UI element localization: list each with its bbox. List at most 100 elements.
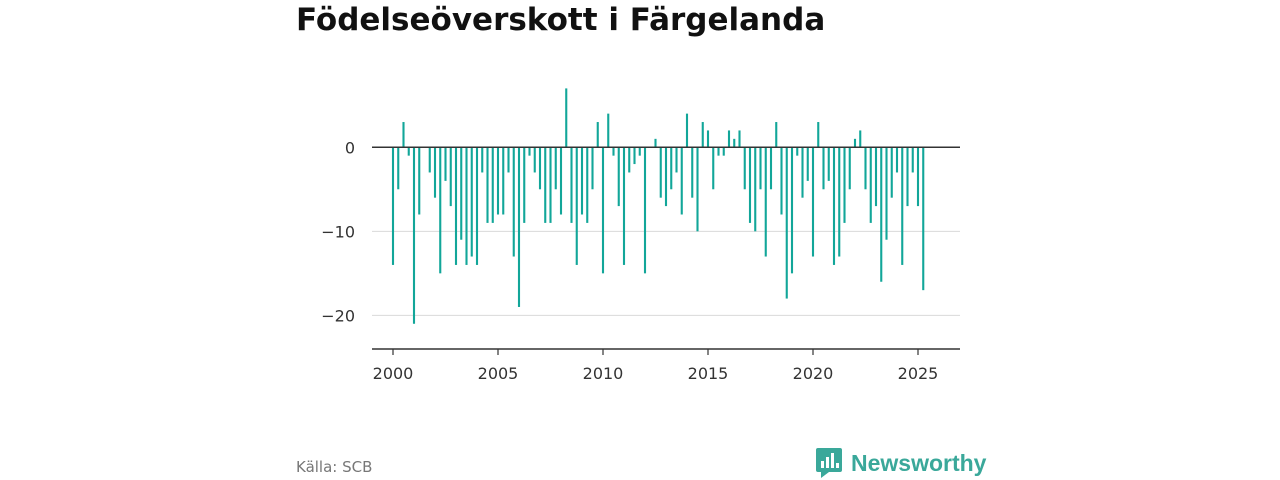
bar bbox=[885, 147, 888, 240]
bar bbox=[460, 147, 463, 240]
x-tick-label: 2010 bbox=[583, 364, 624, 383]
bar bbox=[659, 147, 662, 198]
bar bbox=[428, 147, 431, 173]
bar bbox=[554, 147, 557, 190]
bar bbox=[533, 147, 536, 173]
bar bbox=[496, 147, 500, 215]
bar bbox=[911, 147, 914, 173]
chart-speech-bubble-icon bbox=[816, 448, 842, 478]
y-tick-label: −10 bbox=[321, 222, 355, 241]
bar bbox=[864, 147, 867, 190]
bar bbox=[433, 147, 437, 198]
bar bbox=[565, 88, 568, 148]
bar bbox=[832, 147, 836, 265]
bar bbox=[696, 147, 699, 232]
bar bbox=[538, 147, 542, 190]
bar bbox=[775, 122, 778, 148]
bar bbox=[449, 147, 452, 207]
bar bbox=[454, 147, 458, 265]
x-tick-label: 2000 bbox=[373, 364, 414, 383]
bar bbox=[502, 147, 505, 215]
bar bbox=[544, 147, 547, 223]
bar bbox=[670, 147, 673, 190]
bar bbox=[628, 147, 631, 173]
bar bbox=[817, 122, 820, 148]
bar bbox=[701, 122, 704, 148]
bar bbox=[680, 147, 683, 215]
chart-title: Födelseöverskott i Färgelanda bbox=[296, 2, 826, 38]
bar bbox=[465, 147, 468, 265]
bar bbox=[507, 147, 510, 173]
bar bbox=[890, 147, 893, 198]
bar bbox=[512, 147, 515, 257]
x-tick-label: 2020 bbox=[793, 364, 834, 383]
bar bbox=[412, 147, 416, 324]
bar bbox=[486, 147, 489, 223]
bar bbox=[638, 147, 641, 156]
bar bbox=[848, 147, 851, 190]
bar bbox=[439, 147, 442, 274]
bar bbox=[853, 138, 857, 148]
bar bbox=[717, 147, 720, 156]
bar bbox=[654, 138, 657, 148]
bar bbox=[874, 147, 878, 207]
bar bbox=[633, 147, 636, 165]
bar bbox=[612, 147, 615, 156]
bar bbox=[922, 147, 925, 291]
bar bbox=[397, 147, 400, 190]
bar bbox=[748, 147, 752, 223]
bar bbox=[523, 147, 526, 223]
bar bbox=[586, 147, 589, 223]
bar bbox=[738, 130, 741, 148]
bar bbox=[727, 130, 731, 148]
x-tick-label: 2025 bbox=[898, 364, 939, 383]
bar bbox=[843, 147, 846, 223]
bar bbox=[785, 147, 788, 299]
bar bbox=[580, 147, 584, 215]
bar bbox=[601, 147, 605, 274]
bar bbox=[769, 147, 773, 190]
bar bbox=[549, 147, 552, 223]
bar bbox=[643, 147, 647, 274]
bar bbox=[880, 147, 883, 282]
x-tick-label: 2015 bbox=[688, 364, 729, 383]
bar bbox=[901, 147, 904, 265]
bar bbox=[475, 147, 479, 265]
bar bbox=[764, 147, 767, 257]
bar bbox=[859, 130, 862, 148]
bar bbox=[754, 147, 757, 232]
bar bbox=[712, 147, 715, 190]
source-note: Källa: SCB bbox=[296, 458, 373, 476]
bar bbox=[491, 147, 494, 223]
bar bbox=[801, 147, 804, 198]
brand-logo: Newsworthy bbox=[815, 447, 986, 479]
gridlines bbox=[372, 230, 960, 316]
bar bbox=[559, 147, 563, 215]
axes: 0 −10 −20 2000 2005 2010 2015 2020 2025 bbox=[321, 138, 960, 383]
bar bbox=[391, 147, 395, 265]
bar bbox=[906, 147, 909, 207]
bar bbox=[722, 147, 725, 156]
bar bbox=[811, 147, 815, 257]
bar bbox=[470, 147, 473, 257]
bar bbox=[596, 122, 599, 148]
bar bbox=[622, 147, 626, 265]
x-tick-label: 2005 bbox=[478, 364, 519, 383]
bar bbox=[481, 147, 484, 173]
y-tick-label: −20 bbox=[321, 306, 355, 325]
bar bbox=[685, 113, 689, 148]
bar-series bbox=[391, 88, 925, 324]
bar bbox=[675, 147, 678, 173]
bar bbox=[796, 147, 799, 156]
bar bbox=[407, 147, 410, 156]
bar bbox=[570, 147, 573, 223]
bar bbox=[806, 147, 809, 181]
bar bbox=[743, 147, 746, 190]
bar bbox=[691, 147, 694, 198]
bar bbox=[838, 147, 841, 257]
bar bbox=[759, 147, 762, 190]
bar bbox=[780, 147, 783, 215]
bar bbox=[575, 147, 578, 265]
bar bbox=[664, 147, 668, 207]
